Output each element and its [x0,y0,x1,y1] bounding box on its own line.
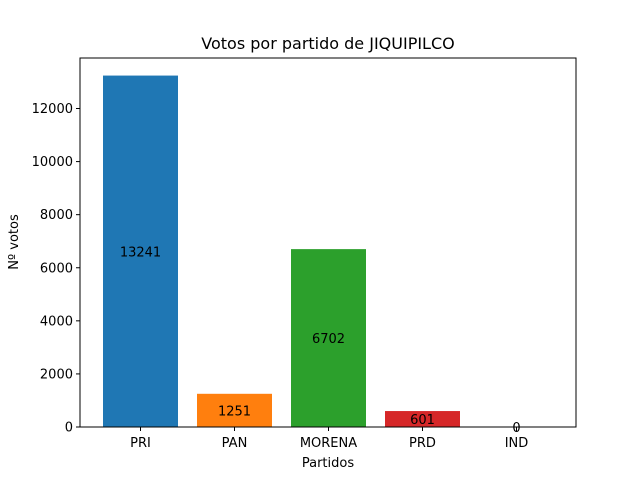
bar-pan [197,393,272,427]
y-tick-label-0: 0 [65,421,73,436]
x-axis-label: Partidos [302,456,354,471]
y-axis-ticks: 0 2000 4000 6000 8000 10000 12000 [32,102,80,436]
y-tick-label-12000: 12000 [32,102,73,117]
axes-frame [79,57,577,428]
y-tick-label-8000: 8000 [40,208,73,223]
x-tick-label-pan: PAN [222,436,248,451]
bar-pri [103,75,178,428]
data-label-prd: 601 [410,413,435,428]
x-tick-label-prd: PRD [409,436,436,451]
x-axis-ticks: PRI PAN MORENA PRD IND [130,427,528,451]
x-tick-label-pri: PRI [130,436,151,451]
y-axis-label: Nº votos [7,214,22,270]
data-label-pri: 13241 [120,245,161,260]
x-tick-label-ind: IND [505,436,529,451]
bar-morena [291,249,366,427]
data-label-morena: 6702 [312,332,345,347]
y-tick-label-2000: 2000 [40,367,73,382]
bars-group [103,75,460,428]
bar-prd [385,411,460,427]
y-tick-label-6000: 6000 [40,261,73,276]
chart-title: Votos por partido de JIQUIPILCO [201,34,454,53]
x-tick-label-morena: MORENA [300,436,357,451]
data-label-pan: 1251 [218,404,251,419]
y-tick-label-4000: 4000 [40,314,73,329]
y-tick-label-10000: 10000 [32,155,73,170]
